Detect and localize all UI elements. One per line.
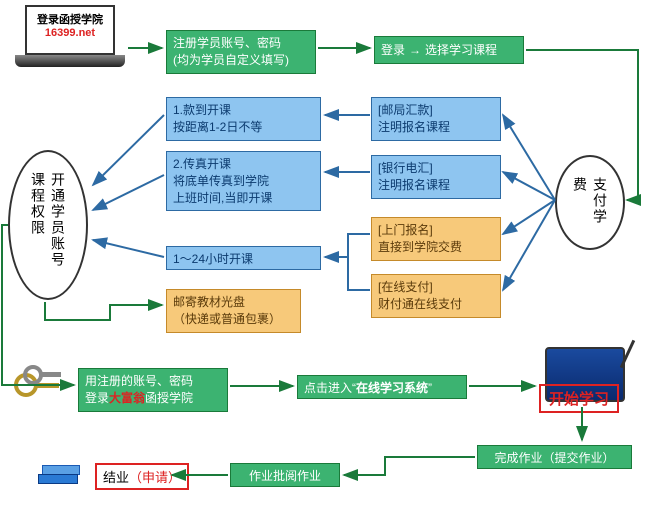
screen-title: 登录函授学院 — [31, 11, 109, 27]
c3-l1: 1～24小时开课 — [173, 252, 253, 266]
mail-l2: （快递或普通包裹） — [173, 311, 294, 328]
c1-l2: 按距离1-2日不等 — [173, 119, 314, 136]
p2-l2: 注明报名课程 — [378, 177, 494, 194]
p3-l1: [上门报名] — [378, 222, 494, 239]
register-box: 注册学员账号、密码 (均为学员自定义填写) — [166, 30, 316, 74]
inline-arrow-icon: → — [409, 42, 421, 59]
start-label: 开始学习 — [549, 391, 609, 408]
c2-l3: 上班时间,当即开课 — [173, 190, 314, 207]
homework-done-box: 完成作业（提交作业） — [477, 445, 632, 469]
start-study-box: 开始学习 — [539, 384, 619, 413]
login2-box: 用注册的账号、密码 登录大富翁函授学院 — [78, 368, 228, 412]
c1-l1: 1.款到开课 — [173, 102, 314, 119]
hw1-label: 完成作业（提交作业） — [494, 451, 614, 465]
activate-label: 开通学员账号课程权限 — [28, 172, 68, 278]
pay3-box: [上门报名] 直接到学院交费 — [371, 217, 501, 261]
p3-l2: 直接到学院交费 — [378, 239, 494, 256]
end-l1: 结业 — [103, 470, 129, 485]
pay-label: 支付学费 — [570, 177, 610, 228]
p2-l1: [银行电汇] — [378, 160, 494, 177]
keys-icon — [8, 363, 68, 408]
register-l2: (均为学员自定义填写) — [173, 52, 309, 69]
login-text: 登录 — [381, 42, 405, 59]
c2-l1: 2.传真开课 — [173, 156, 314, 173]
login2-l1: 用注册的账号、密码 — [85, 373, 221, 390]
laptop-icon: 登录函授学院 16399.net — [10, 5, 130, 75]
hw2-label: 作业批阅作业 — [249, 469, 321, 483]
course1-box: 1.款到开课 按距离1-2日不等 — [166, 97, 321, 141]
course2-box: 2.传真开课 将底单传真到学院 上班时间,当即开课 — [166, 151, 321, 211]
course3-box: 1～24小时开课 — [166, 246, 321, 270]
p1-l2: 注明报名课程 — [378, 119, 494, 136]
activate-ellipse: 开通学员账号课程权限 — [8, 150, 88, 300]
mail-l1: 邮寄教材光盘 — [173, 294, 294, 311]
pay-ellipse: 支付学费 — [555, 155, 625, 250]
p4-l1: [在线支付] — [378, 279, 494, 296]
select-text: 选择学习课程 — [425, 42, 497, 59]
flow-arrows — [0, 0, 647, 507]
pay2-box: [银行电汇] 注明报名课程 — [371, 155, 501, 199]
pay1-box: [邮局汇款] 注明报名课程 — [371, 97, 501, 141]
p1-l1: [邮局汇款] — [378, 102, 494, 119]
books-icon — [38, 462, 88, 497]
graduation-box: 结业（申请） — [95, 463, 189, 490]
c2-l2: 将底单传真到学院 — [173, 173, 314, 190]
end-l2: （申请） — [129, 470, 181, 485]
register-l1: 注册学员账号、密码 — [173, 35, 309, 52]
homework-review-box: 作业批阅作业 — [230, 463, 340, 487]
enter-system-box: 点击进入“在线学习系统” — [297, 375, 467, 399]
pay4-box: [在线支付] 财付通在线支付 — [371, 274, 501, 318]
login-select-box: 登录 → 选择学习课程 — [374, 36, 524, 64]
screen-url: 16399.net — [31, 27, 109, 39]
mail-box: 邮寄教材光盘 （快递或普通包裹） — [166, 289, 301, 333]
login2-l2: 登录大富翁函授学院 — [85, 390, 221, 407]
p4-l2: 财付通在线支付 — [378, 296, 494, 313]
